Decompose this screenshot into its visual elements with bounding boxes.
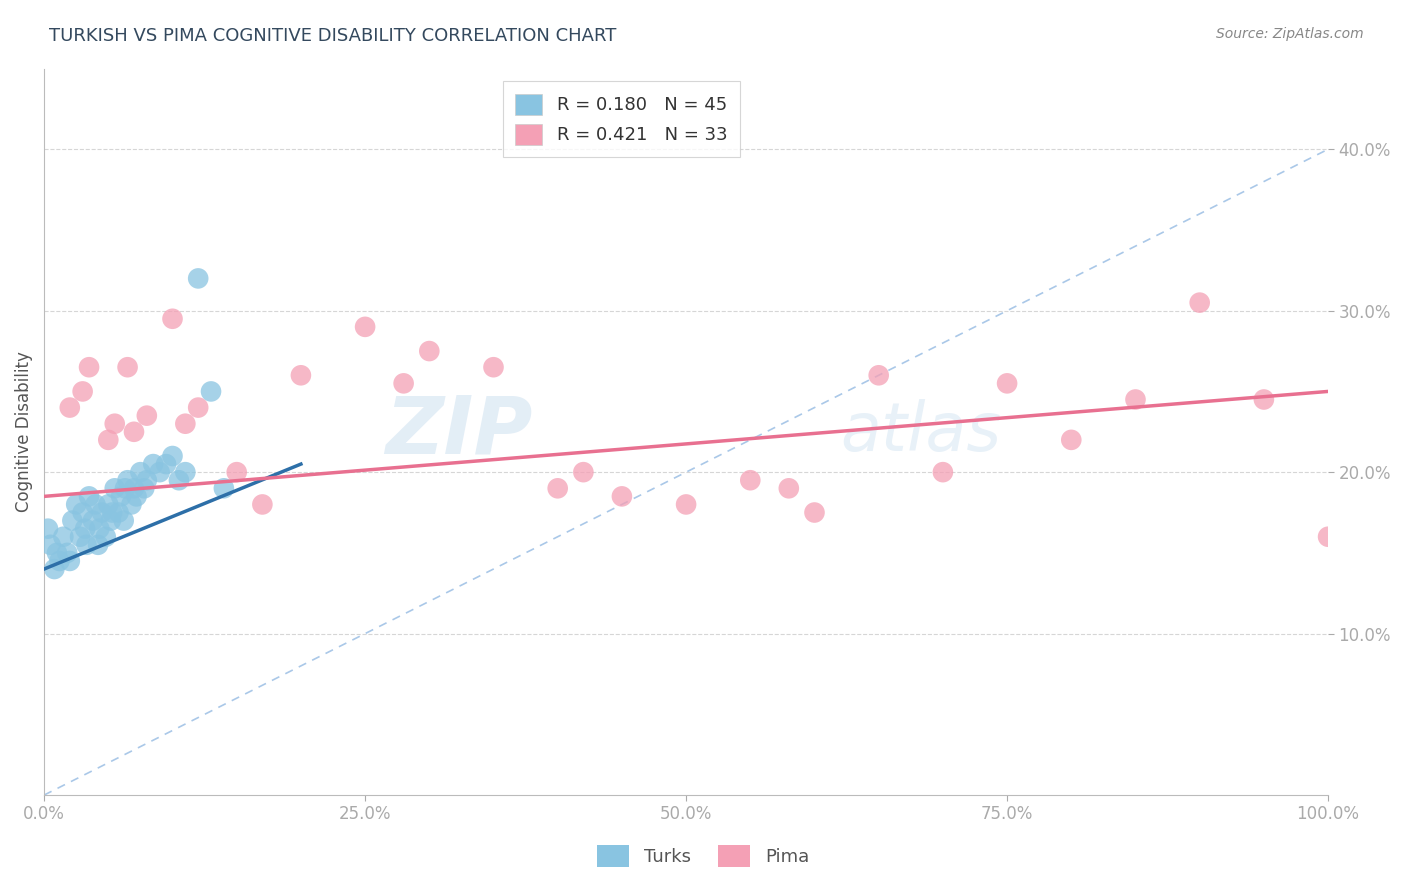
Point [167,473,190,487]
Point [87,538,110,552]
Point [1125,392,1147,407]
Point [90,506,112,520]
Point [60,514,83,528]
Point [1188,295,1211,310]
Point [803,506,825,520]
Point [56,546,79,560]
Point [162,449,184,463]
Point [134,481,156,495]
Point [101,506,124,520]
Point [46,546,69,560]
Point [225,465,247,479]
Point [77,360,100,375]
Point [740,473,762,487]
Point [114,481,136,495]
Legend: Turks, Pima: Turks, Pima [589,838,817,874]
Point [187,401,209,415]
Point [82,514,104,528]
Point [65,498,87,512]
Point [572,465,595,479]
Point [97,498,120,512]
Point [200,384,222,399]
Text: TURKISH VS PIMA COGNITIVE DISABILITY CORRELATION CHART: TURKISH VS PIMA COGNITIVE DISABILITY COR… [49,27,617,45]
Point [44,562,66,576]
Point [610,489,633,503]
Point [37,522,59,536]
Point [162,311,184,326]
Point [97,433,120,447]
Point [72,506,94,520]
Point [39,538,62,552]
Point [122,481,145,495]
Point [89,522,111,536]
Text: atlas: atlas [841,399,1001,465]
Point [117,473,139,487]
Text: Source: ZipAtlas.com: Source: ZipAtlas.com [1216,27,1364,41]
Point [778,481,800,495]
Point [59,554,82,568]
Point [76,538,98,552]
Point [48,554,70,568]
Point [125,489,148,503]
Point [392,376,415,391]
Point [142,457,165,471]
Point [1060,433,1083,447]
Point [135,409,157,423]
Point [1253,392,1275,407]
Point [155,457,177,471]
Point [868,368,890,383]
Point [69,530,91,544]
Point [418,344,440,359]
Point [112,514,135,528]
Point [77,489,100,503]
Point [187,271,209,285]
Point [547,481,569,495]
Point [174,417,197,431]
Point [110,489,132,503]
Point [107,506,129,520]
Text: ZIP: ZIP [385,392,531,471]
Legend: R = 0.180   N = 45, R = 0.421   N = 33: R = 0.180 N = 45, R = 0.421 N = 33 [502,81,740,157]
Point [122,425,145,439]
Point [354,319,377,334]
Point [1317,530,1340,544]
Point [52,530,75,544]
Point [174,465,197,479]
Point [72,384,94,399]
Point [94,530,117,544]
Point [129,465,152,479]
Point [252,498,274,512]
Y-axis label: Cognitive Disability: Cognitive Disability [15,351,32,512]
Point [84,498,107,512]
Point [212,481,235,495]
Point [135,473,157,487]
Point [100,514,122,528]
Point [995,376,1018,391]
Point [117,360,139,375]
Point [59,401,82,415]
Point [149,465,172,479]
Point [290,368,312,383]
Point [120,498,142,512]
Point [104,417,127,431]
Point [482,360,505,375]
Point [75,522,97,536]
Point [932,465,955,479]
Point [104,481,127,495]
Point [675,498,697,512]
